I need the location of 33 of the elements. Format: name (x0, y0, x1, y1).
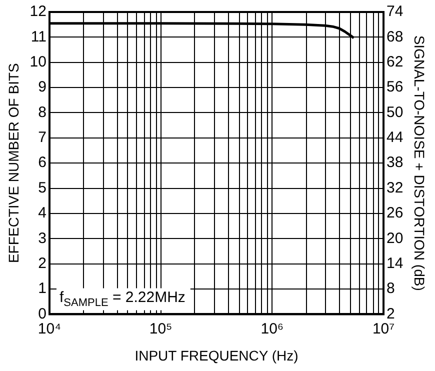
y-tick-label: 10 (30, 54, 46, 71)
x-axis-title: INPUT FREQUENCY (Hz) (134, 347, 298, 364)
y2-tick-label: 68 (386, 28, 404, 46)
y2-tick-label: 74 (386, 3, 404, 20)
y2-axis-title: SIGNAL-TO-NOISE + DISTORTION (dB) (412, 35, 428, 291)
y2-tick-label: 26 (386, 204, 404, 222)
y-tick-label: 8 (38, 104, 46, 121)
x-tick-label: 10⁵ (149, 320, 172, 338)
y2-tick-label: 62 (386, 54, 404, 71)
y-tick-label: 6 (38, 154, 46, 172)
y2-tick-label: 2 (386, 305, 395, 322)
y2-tick-label: 20 (386, 230, 404, 247)
y2-tick-label: 44 (386, 129, 404, 146)
y-axis-title: EFFECTIVE NUMBER OF BITS (5, 63, 22, 264)
y2-tick-label: 38 (386, 154, 404, 172)
y-tick-label: 9 (38, 78, 46, 96)
y-tick-label: 11 (30, 28, 46, 46)
x-tick-label: 10⁷ (372, 320, 395, 338)
y-tick-label: 5 (38, 179, 46, 196)
x-tick-label: 10⁶ (260, 320, 284, 338)
y-tick-label: 0 (38, 305, 46, 322)
y-tick-label: 12 (30, 3, 46, 20)
y-tick-label: 2 (38, 254, 46, 272)
y2-tick-label: 50 (386, 104, 404, 121)
y-tick-label: 1 (38, 280, 46, 298)
y-tick-label: 3 (38, 230, 46, 247)
y-tick-label: 7 (38, 129, 46, 146)
y2-tick-label: 56 (386, 78, 404, 96)
y-tick-label: 4 (38, 204, 46, 222)
y2-tick-label: 14 (386, 254, 404, 272)
y2-tick-label: 8 (386, 280, 395, 298)
x-tick-label: 10⁴ (38, 320, 62, 338)
y2-tick-label: 32 (386, 179, 404, 196)
